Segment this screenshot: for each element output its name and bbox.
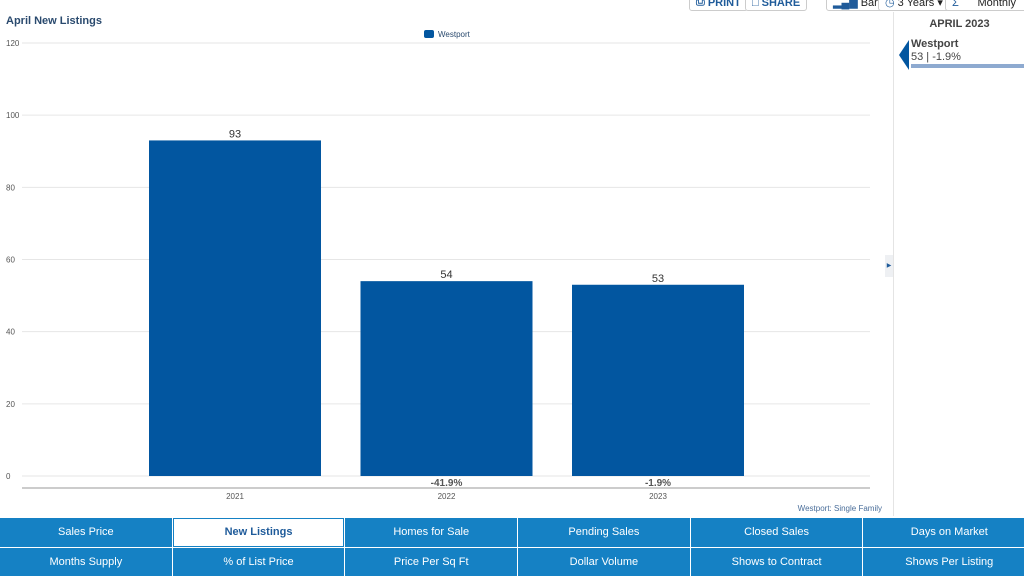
change-label: -41.9%: [431, 478, 463, 489]
clock-icon: ◷: [885, 0, 895, 9]
print-label: PRINT: [707, 0, 741, 9]
tab-dollar-volume[interactable]: Dollar Volume: [518, 547, 690, 576]
change-label: -1.9%: [645, 478, 671, 489]
caret-down-icon: ▾: [937, 0, 943, 9]
bar-value-label: 53: [652, 273, 664, 285]
chart-type-label: Bar: [860, 0, 878, 9]
sidebar-panel: APRIL 2023 Westport 53 | -1.9%: [893, 12, 1024, 516]
tab-homes-for-sale[interactable]: Homes for Sale: [345, 518, 518, 547]
legend-label: Westport: [438, 30, 471, 39]
bar-chart: 0 20 40 60 80 100 120 Westport 93 2021 54 -41.9% 202…: [6, 30, 882, 513]
printer-icon: ⎙: [696, 0, 705, 8]
bar: [360, 281, 533, 476]
tab-pending-sales[interactable]: Pending Sales: [518, 518, 690, 547]
y-tick-label: 0: [6, 472, 11, 481]
sidebar-series-name: Westport: [911, 38, 959, 50]
period-label: Monthly: [977, 0, 1016, 9]
tab-price-per-sq-ft[interactable]: Price Per Sq Ft: [345, 547, 518, 576]
legend-swatch: [424, 30, 434, 38]
bar-value-label: 93: [229, 128, 241, 140]
chart-footnote: Westport: Single Family: [798, 504, 882, 513]
y-tick-label: 60: [6, 256, 15, 265]
period-dropdown[interactable]: Σ Monthly: [945, 0, 1024, 11]
tab-of-list-price[interactable]: % of List Price: [172, 547, 345, 576]
y-tick-label: 80: [6, 183, 15, 192]
y-tick-label: 120: [6, 39, 20, 48]
bar: [572, 284, 744, 476]
tab-shows-to-contract[interactable]: Shows to Contract: [690, 547, 863, 576]
bar-chart-icon: ▂▄▆: [833, 0, 858, 9]
bar: [149, 140, 321, 477]
x-tick-label: 2021: [226, 492, 244, 501]
tab-new-listings[interactable]: New Listings: [172, 518, 345, 547]
bar-value-label: 54: [440, 269, 452, 281]
tab-shows-per-listing[interactable]: Shows Per Listing: [863, 547, 1024, 576]
tab-days-on-market[interactable]: Days on Market: [863, 518, 1024, 547]
x-tick-label: 2023: [649, 492, 667, 501]
share-label: SHARE: [761, 0, 801, 9]
sidebar-series-value: 53 | -1.9%: [911, 51, 961, 63]
range-label: 3 Years: [897, 0, 935, 9]
sidebar-value-bar: [911, 64, 1024, 68]
tab-closed-sales[interactable]: Closed Sales: [690, 518, 863, 547]
sidebar-marker-icon: [899, 40, 909, 70]
tab-sales-price[interactable]: Sales Price: [0, 518, 172, 547]
y-tick-label: 100: [6, 111, 20, 120]
range-dropdown[interactable]: ◷ 3 Years ▾: [878, 0, 950, 11]
share-button[interactable]: □ SHARE: [745, 0, 808, 11]
sigma-icon: Σ: [952, 0, 959, 9]
share-icon: □: [752, 0, 759, 9]
y-tick-label: 20: [6, 400, 15, 409]
y-tick-label: 40: [6, 328, 15, 337]
x-tick-label: 2022: [438, 492, 456, 501]
print-button[interactable]: ⎙ PRINT: [689, 0, 748, 11]
sidebar-toggle[interactable]: ▶: [885, 255, 893, 277]
chart-title: April New Listings: [6, 15, 102, 27]
sidebar-heading: APRIL 2023: [929, 18, 990, 30]
tab-months-supply[interactable]: Months Supply: [0, 547, 172, 576]
metric-tabs: Sales Price New Listings Homes for Sale Pen…: [0, 518, 1024, 576]
